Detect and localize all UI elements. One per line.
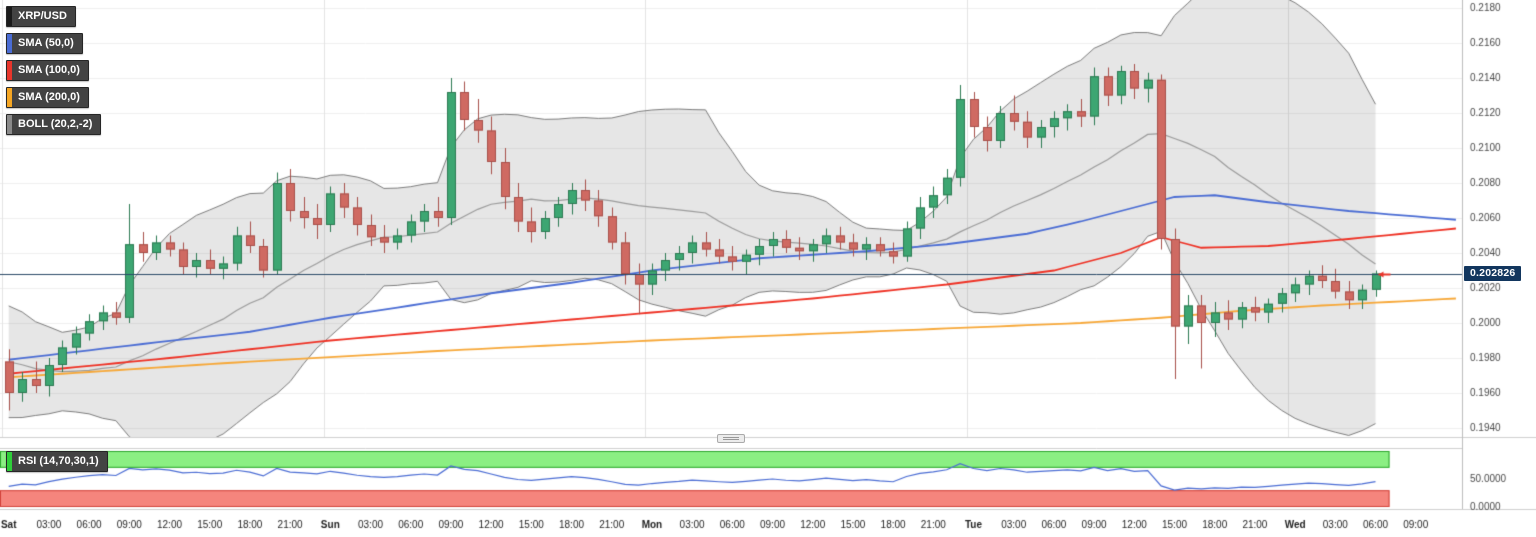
sma200-accent-bar xyxy=(7,88,12,107)
symbol-badge[interactable]: XRP/USD xyxy=(6,6,76,27)
bollinger-badge[interactable]: BOLL (20,2,-2) xyxy=(6,114,102,135)
sma100-label: SMA (100,0) xyxy=(18,64,80,76)
main-chart-legend: XRP/USD SMA (50,0) SMA (100,0) SMA (200,… xyxy=(6,6,102,135)
bollinger-label: BOLL (20,2,-2) xyxy=(18,118,93,130)
bollinger-accent-bar xyxy=(7,115,12,134)
pane-resize-handle[interactable] xyxy=(717,434,745,443)
grip-icon xyxy=(723,437,739,440)
rsi-accent-bar xyxy=(7,452,12,471)
rsi-label: RSI (14,70,30,1) xyxy=(18,455,99,467)
symbol-accent-bar xyxy=(7,7,12,26)
symbol-label: XRP/USD xyxy=(18,10,67,22)
rsi-badge[interactable]: RSI (14,70,30,1) xyxy=(6,451,108,472)
last-price-badge: 0.202826 xyxy=(1464,265,1522,282)
sma200-badge[interactable]: SMA (200,0) xyxy=(6,87,89,108)
sma50-accent-bar xyxy=(7,34,12,53)
sma100-accent-bar xyxy=(7,61,12,80)
sma100-badge[interactable]: SMA (100,0) xyxy=(6,60,89,81)
sma50-label: SMA (50,0) xyxy=(18,37,74,49)
sma200-label: SMA (200,0) xyxy=(18,91,80,103)
sma50-badge[interactable]: SMA (50,0) xyxy=(6,33,83,54)
